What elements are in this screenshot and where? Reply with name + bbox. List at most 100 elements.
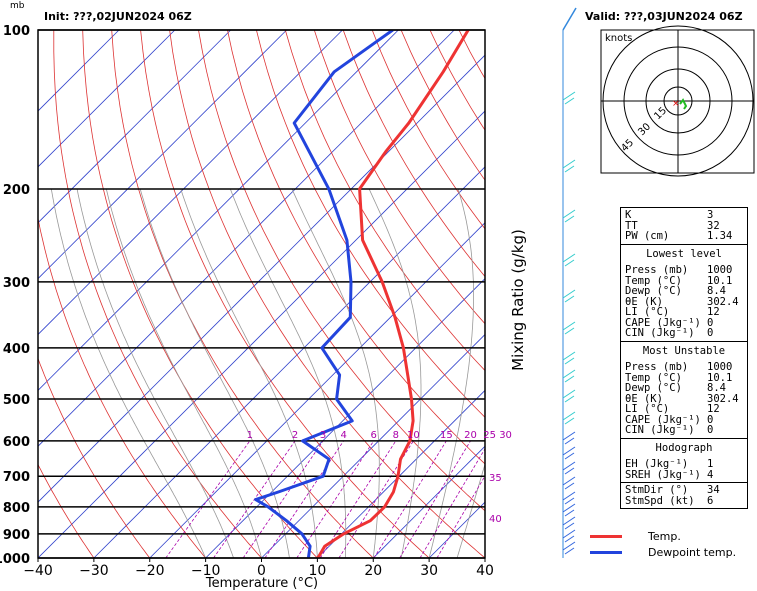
wind-barb xyxy=(564,357,575,365)
wind-barb xyxy=(562,369,576,379)
x-tick-label: 20 xyxy=(364,563,382,579)
wind-barb xyxy=(564,165,575,173)
index-row: Dewp (°C) 8.4 xyxy=(625,285,726,297)
index-row: StmDir (°) 34 xyxy=(625,484,720,496)
wind-barb xyxy=(564,259,575,267)
index-row: θE (K) 302.4 xyxy=(625,392,739,405)
dry-adiabat-line xyxy=(198,30,485,512)
mixing-ratio-label: 1 xyxy=(247,430,253,441)
y-tick-label: 100 xyxy=(3,24,30,39)
dry-adiabat-line xyxy=(140,30,430,558)
hodograph-units: knots xyxy=(605,33,632,44)
mixing-ratio-line xyxy=(296,440,375,558)
isotherm-line xyxy=(38,30,455,447)
isotherm-line xyxy=(261,333,485,558)
wind-barb xyxy=(564,509,575,517)
wind-barb xyxy=(564,97,575,105)
index-row: Temp (°C) 10.1 xyxy=(625,274,733,287)
wind-barb xyxy=(564,215,575,223)
mixing-ratio-label: 3 xyxy=(320,430,326,441)
mixing-ratio-extra-35: 35 xyxy=(489,473,502,484)
isotherm-line xyxy=(38,30,176,168)
mixing-ratio-title: Mixing Ratio (g/kg) xyxy=(509,229,527,371)
dry-adiabat-line xyxy=(111,30,374,558)
mixing-ratio-label: 20 xyxy=(464,430,477,441)
index-row: EH (Jkg⁻¹) 1 xyxy=(625,458,714,470)
dry-adiabat-line xyxy=(38,463,95,558)
y-tick-label: 800 xyxy=(3,501,30,516)
mixing-ratio-line xyxy=(399,440,471,558)
x-tick-label: −40 xyxy=(23,563,53,579)
mixing-ratio-line xyxy=(165,440,251,558)
moist-adiabat-line xyxy=(76,188,234,558)
x-tick-label: 40 xyxy=(476,563,494,579)
mixing-ratio-line xyxy=(419,447,485,558)
index-row: CAPE (Jkg⁻¹) 0 xyxy=(625,316,714,329)
legend-label-dewpoint: Dewpoint temp. xyxy=(648,545,737,559)
most-unstable-rows: Press (mb) 1000 Temp (°C) 10.1 Dewp (°C) 8.4 θ… xyxy=(621,360,747,438)
hodograph-rows: EH (Jkg⁻¹) 1 SREH (Jkg⁻¹) 4 xyxy=(621,457,747,482)
isotherm-line xyxy=(149,222,485,558)
legend-item-temp: Temp. xyxy=(590,528,736,544)
y-tick-label: 300 xyxy=(3,276,30,291)
moist-adiabat-line xyxy=(180,188,318,558)
dry-adiabat-line xyxy=(256,30,485,418)
index-row: Press (mb) 1000 xyxy=(625,361,733,373)
wind-barb xyxy=(564,437,575,445)
wind-barb xyxy=(564,522,575,530)
wind-barb xyxy=(562,476,576,486)
dry-adiabat-line xyxy=(227,30,485,465)
x-tick-label: −20 xyxy=(135,563,165,579)
wind-barb xyxy=(562,529,576,539)
isotherm-line xyxy=(205,278,485,558)
isotherm-line xyxy=(38,110,485,558)
wind-barb xyxy=(562,541,576,551)
x-axis: −40 −30 −20 −10 0 10 20 30 40 xyxy=(23,558,494,579)
x-tick-label: 0 xyxy=(257,563,266,579)
storm-rows: StmDir (°) 34 StmSpd (kt) 6 xyxy=(621,482,747,508)
wind-barb xyxy=(562,7,577,31)
mixing-ratio-line xyxy=(319,440,397,558)
dry-adiabat-line xyxy=(313,30,485,325)
dry-adiabat-line xyxy=(38,216,206,558)
wind-barb xyxy=(564,497,575,505)
x-tick-label: 10 xyxy=(308,563,326,579)
y-tick-label: 200 xyxy=(3,183,30,198)
lowest-level-rows: Press (mb) 1000 Temp (°C) 10.1 Dewp (°C) 8.4 θ… xyxy=(621,263,747,341)
mixing-ratio-label: 2 xyxy=(292,430,298,441)
moist-adiabat-line xyxy=(428,188,474,558)
wind-barb xyxy=(564,327,575,335)
index-row: PW (cm) 1.34 xyxy=(625,230,733,242)
legend-swatch-temp xyxy=(590,534,622,538)
moist-adiabat-line xyxy=(368,188,422,558)
wind-barb xyxy=(564,467,575,475)
isotherm-line xyxy=(317,389,485,558)
index-row: SREH (Jkg⁻¹) 4 xyxy=(625,468,714,481)
mb-label: mb xyxy=(10,1,25,11)
isotherm-line xyxy=(38,30,399,391)
wind-barb xyxy=(562,411,576,421)
index-row: CIN (Jkg⁻¹) 0 xyxy=(625,327,714,339)
wind-barb xyxy=(562,461,576,471)
index-row: Temp (°C) 10.1 xyxy=(625,371,733,384)
y-tick-label: 1000 xyxy=(0,552,30,567)
mixing-ratio-label: 8 xyxy=(393,430,399,441)
valid-label: Valid: ???,03JUN2024 06Z xyxy=(585,10,743,23)
x-axis-title: Temperature (°C) xyxy=(205,576,318,591)
mixing-ratio-label: 4 xyxy=(340,430,346,441)
dry-adiabat-line xyxy=(169,30,485,558)
wind-barb xyxy=(562,446,576,456)
wind-barb xyxy=(562,91,576,101)
wind-barb xyxy=(562,503,576,513)
index-row: StmSpd (kt) 6 xyxy=(625,494,714,507)
moist-adiabat-line xyxy=(229,188,347,558)
mixing-ratio-labels: 1 2 3 4 6 8 10 15 20 25 30 xyxy=(247,430,512,441)
y-axis: 100 200 300 400 500 600 700 800 900 1000 xyxy=(0,24,30,567)
mixing-ratio-line xyxy=(242,440,324,558)
dry-adiabat-line xyxy=(284,30,485,372)
legend-label-temp: Temp. xyxy=(648,529,681,543)
hodograph-trace xyxy=(679,98,688,110)
